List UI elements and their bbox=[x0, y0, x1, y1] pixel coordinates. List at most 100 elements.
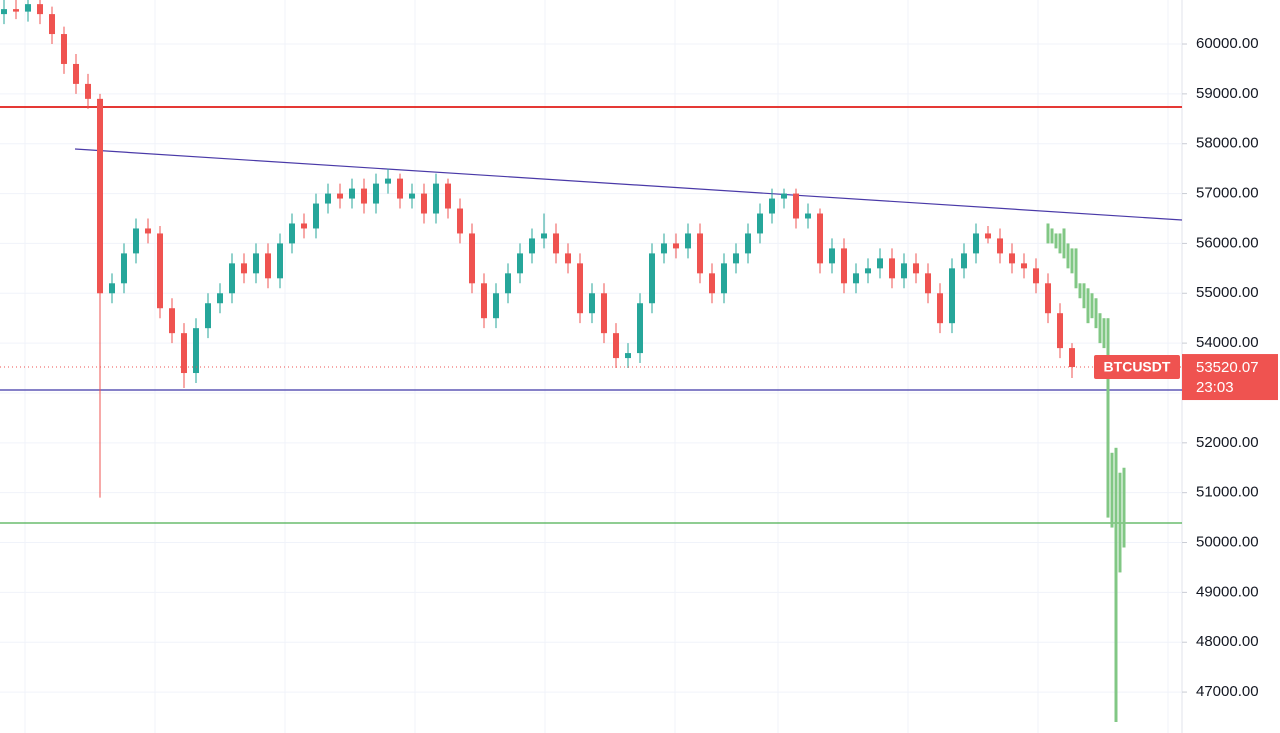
candle-body bbox=[97, 98, 103, 294]
candle-body bbox=[457, 208, 463, 234]
candle-body bbox=[829, 248, 835, 264]
candle-body bbox=[37, 4, 43, 15]
candle-body bbox=[301, 223, 307, 229]
projection-bar bbox=[1078, 283, 1082, 299]
candle-body bbox=[913, 263, 919, 274]
symbol-box bbox=[1094, 355, 1180, 380]
candle-body bbox=[1033, 268, 1039, 284]
candle-body bbox=[649, 253, 655, 304]
candle-body bbox=[109, 283, 115, 294]
projection-bar bbox=[1114, 447, 1118, 722]
candle-body bbox=[445, 183, 451, 209]
candle-body bbox=[889, 258, 895, 279]
candle-body bbox=[1057, 313, 1063, 349]
candle-body bbox=[373, 183, 379, 204]
candle-body bbox=[241, 263, 247, 274]
candle-body bbox=[313, 203, 319, 229]
candle-body bbox=[601, 293, 607, 334]
price-box bbox=[1182, 354, 1278, 401]
candle-body bbox=[661, 243, 667, 254]
candle-body bbox=[229, 263, 235, 294]
candle-body bbox=[145, 228, 151, 234]
candle-body bbox=[265, 253, 271, 279]
candle-body bbox=[949, 268, 955, 324]
y-tick-label: 49000.00 bbox=[1196, 583, 1259, 600]
candle-body bbox=[781, 193, 787, 199]
candle-body bbox=[769, 198, 775, 214]
candle-body bbox=[961, 253, 967, 269]
candle-body bbox=[493, 293, 499, 319]
candle-body bbox=[433, 183, 439, 214]
candle-body bbox=[517, 253, 523, 274]
candle-body bbox=[697, 233, 703, 274]
projection-bar bbox=[1050, 228, 1054, 244]
candle-body bbox=[589, 293, 595, 314]
candle-body bbox=[853, 273, 859, 284]
projection-bar bbox=[1118, 472, 1122, 573]
projection-bar bbox=[1074, 248, 1078, 289]
candle-body bbox=[625, 353, 631, 359]
candle-body bbox=[385, 178, 391, 184]
y-tick-label: 51000.00 bbox=[1196, 484, 1259, 501]
candle-body bbox=[157, 233, 163, 309]
price-value: 53520.07 bbox=[1196, 359, 1259, 376]
y-tick-label: 54000.00 bbox=[1196, 334, 1259, 351]
candle-body bbox=[181, 333, 187, 374]
candle-body bbox=[1021, 263, 1027, 269]
candle-body bbox=[205, 303, 211, 329]
candle-body bbox=[349, 188, 355, 199]
candle-body bbox=[73, 63, 79, 84]
candle-body bbox=[937, 293, 943, 324]
projection-bar bbox=[1086, 288, 1090, 324]
candle-body bbox=[673, 243, 679, 249]
candle-body bbox=[805, 213, 811, 219]
candle-body bbox=[121, 253, 127, 284]
y-tick-label: 58000.00 bbox=[1196, 135, 1259, 152]
candle-body bbox=[61, 34, 67, 64]
candle-body bbox=[85, 83, 91, 99]
y-tick-label: 48000.00 bbox=[1196, 633, 1259, 650]
y-tick-label: 52000.00 bbox=[1196, 434, 1259, 451]
candle-body bbox=[529, 238, 535, 254]
candle-body bbox=[793, 193, 799, 219]
y-tick-label: 55000.00 bbox=[1196, 284, 1259, 301]
projection-bar bbox=[1066, 243, 1070, 269]
candle-body bbox=[565, 253, 571, 264]
y-tick-label: 60000.00 bbox=[1196, 35, 1259, 52]
candle-body bbox=[133, 228, 139, 254]
y-tick-label: 59000.00 bbox=[1196, 85, 1259, 102]
vertical-grid bbox=[24, 0, 1169, 733]
candle-body bbox=[337, 193, 343, 199]
projection-bar bbox=[1098, 313, 1102, 344]
candle-body bbox=[613, 333, 619, 359]
candle-body bbox=[277, 243, 283, 279]
candle-body bbox=[817, 213, 823, 264]
candle-body bbox=[865, 268, 871, 274]
candle-body bbox=[1009, 253, 1015, 264]
candle-body bbox=[217, 293, 223, 304]
price-timer: 23:03 bbox=[1196, 379, 1234, 396]
candle-body bbox=[49, 14, 55, 35]
y-tick-label: 50000.00 bbox=[1196, 533, 1259, 550]
candle-body bbox=[745, 233, 751, 254]
projection-bar bbox=[1058, 233, 1062, 254]
candle-body bbox=[13, 9, 19, 12]
candle-body bbox=[637, 303, 643, 354]
projection-bar bbox=[1082, 283, 1086, 309]
candle-body bbox=[973, 233, 979, 254]
candle-body bbox=[253, 253, 259, 274]
projection-bar bbox=[1122, 467, 1126, 548]
projection-bar bbox=[1102, 318, 1106, 349]
candle-body bbox=[469, 233, 475, 284]
candle-body bbox=[721, 263, 727, 294]
candle-body bbox=[325, 193, 331, 204]
candle-body bbox=[289, 223, 295, 244]
y-tick-label: 47000.00 bbox=[1196, 683, 1259, 700]
candle-body bbox=[877, 258, 883, 269]
symbol-label: BTCUSDT bbox=[1104, 359, 1171, 375]
candle-body bbox=[1045, 283, 1051, 314]
candle-body bbox=[709, 273, 715, 294]
candle-body bbox=[193, 328, 199, 374]
